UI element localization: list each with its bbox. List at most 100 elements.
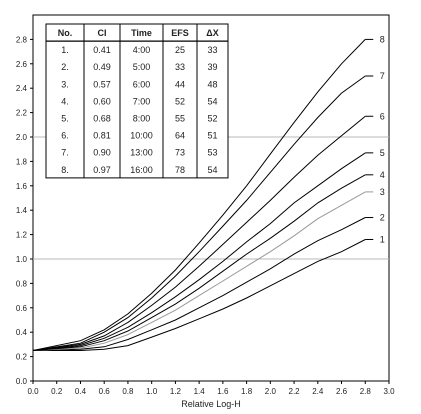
- table-cell: 51: [207, 131, 217, 141]
- x-tick-label: 0.0: [27, 387, 39, 396]
- y-tick-label: 1.2: [16, 231, 28, 240]
- series-label-5: 5: [380, 148, 385, 158]
- table-cell: 54: [207, 96, 217, 106]
- x-tick-label: 0.6: [99, 387, 111, 396]
- table-cell: 0.49: [93, 62, 111, 72]
- table-header-cell: ΔX: [206, 28, 218, 38]
- y-tick-label: 0.8: [16, 279, 28, 288]
- table-cell: 78: [175, 165, 185, 175]
- y-tick-label: 2.4: [16, 84, 28, 93]
- table-cell: 13:00: [130, 148, 153, 158]
- table-cell: 8:00: [133, 114, 151, 124]
- table-cell: 0.57: [93, 79, 111, 89]
- x-tick-label: 0.4: [75, 387, 87, 396]
- x-tick-label: 1.8: [241, 387, 253, 396]
- series-line-6: [32, 115, 366, 351]
- x-tick-label: 2.6: [336, 387, 348, 396]
- table-cell: 0.90: [93, 148, 111, 158]
- table-cell: 2.: [61, 62, 69, 72]
- series-label-6: 6: [380, 111, 385, 121]
- table-cell: 8.: [61, 165, 69, 175]
- table-cell: 44: [175, 79, 185, 89]
- table-cell: 1.: [61, 45, 69, 55]
- series-label-8: 8: [380, 34, 385, 44]
- table-cell: 0.60: [93, 96, 111, 106]
- x-tick-label: 1.2: [170, 387, 182, 396]
- y-tick-label: 1.6: [16, 182, 28, 191]
- table-cell: 7.: [61, 148, 69, 158]
- table-cell: 7:00: [133, 96, 151, 106]
- table-cell: 55: [175, 114, 185, 124]
- table-cell: 53: [207, 148, 217, 158]
- series-line-5: [32, 152, 366, 351]
- series-line-7: [32, 75, 366, 351]
- series-line-2: [32, 217, 366, 351]
- table-cell: 52: [207, 114, 217, 124]
- x-axis: 0.0 0.2 0.4 0.6 0.8 1.0 1.2 1.4 1.6 1.8 2.0 2.2 2.4 2…: [27, 381, 395, 396]
- table-cell: 6.: [61, 131, 69, 141]
- x-tick-label: 1.0: [146, 387, 158, 396]
- series-labels: 1 2 3 4 5 6 7 8: [365, 34, 385, 244]
- y-tick-label: 0.2: [16, 353, 28, 362]
- y-tick-label: 2.6: [16, 60, 28, 69]
- table-cell: 64: [175, 131, 185, 141]
- y-tick-label: 2.0: [16, 133, 28, 142]
- x-tick-label: 2.4: [312, 387, 324, 396]
- series-label-2: 2: [380, 213, 385, 223]
- table-header-cell: No.: [58, 28, 73, 38]
- data-table: No. CI Time EFS ΔX 1. 0.41 4:00 25 33 2. 0.49 5:00 33…: [45, 23, 229, 179]
- table-cell: 33: [207, 45, 217, 55]
- table-frame: [45, 23, 229, 179]
- x-tick-label: 2.2: [289, 387, 301, 396]
- table-cell: 39: [207, 62, 217, 72]
- table-cell: 54: [207, 165, 217, 175]
- table-cell: 0.41: [93, 45, 111, 55]
- table-cell: 3.: [61, 79, 69, 89]
- y-tick-label: 1.8: [16, 157, 28, 166]
- y-tick-label: 1.0: [16, 255, 28, 264]
- y-tick-label: 0.0: [16, 377, 28, 386]
- table-cell: 0.97: [93, 165, 111, 175]
- table-cell: 5.: [61, 114, 69, 124]
- table-cell: 16:00: [130, 165, 153, 175]
- table-cell: 0.81: [93, 131, 111, 141]
- y-tick-label: 1.4: [16, 206, 28, 215]
- y-tick-label: 2.2: [16, 109, 28, 118]
- table-cell: 73: [175, 148, 185, 158]
- y-axis: 0.0 0.2 0.4 0.6 0.8 1.0 1.2 1.4 1.6 1.8 2.0 2.2 2.4 2…: [16, 35, 33, 386]
- table-header-cell: Time: [131, 28, 152, 38]
- table-cell: 4.: [61, 96, 69, 106]
- table-header-cell: CI: [98, 28, 107, 38]
- x-tick-label: 2.0: [265, 387, 277, 396]
- table-cell: 33: [175, 62, 185, 72]
- table-cell: 10:00: [130, 131, 153, 141]
- x-tick-label: 1.4: [194, 387, 206, 396]
- table-cell: 0.68: [93, 114, 111, 124]
- series-label-3: 3: [380, 187, 385, 197]
- table-cell: 48: [207, 79, 217, 89]
- y-tick-label: 2.8: [16, 35, 28, 44]
- series-line-4: [32, 174, 366, 351]
- y-tick-label: 0.4: [16, 328, 28, 337]
- series-line-1: [33, 239, 366, 351]
- series-label-7: 7: [380, 71, 385, 81]
- table-cell: 25: [175, 45, 185, 55]
- series-line-3: [32, 191, 366, 351]
- y-tick-label: 0.6: [16, 304, 28, 313]
- table-cell: 4:00: [133, 45, 151, 55]
- x-tick-label: 0.2: [51, 387, 63, 396]
- table-cell: 6:00: [133, 79, 151, 89]
- series-label-4: 4: [380, 170, 385, 180]
- x-tick-label: 0.8: [122, 387, 134, 396]
- table-cell: 52: [175, 96, 185, 106]
- series-lines: [32, 39, 366, 351]
- table-cell: 5:00: [133, 62, 151, 72]
- x-tick-label: 3.0: [383, 387, 395, 396]
- table-header-cell: EFS: [171, 28, 189, 38]
- x-axis-label: Relative Log-H: [181, 399, 241, 409]
- x-tick-label: 2.8: [360, 387, 372, 396]
- series-label-1: 1: [380, 234, 385, 244]
- x-tick-label: 1.6: [217, 387, 229, 396]
- series-line-8: [32, 39, 366, 351]
